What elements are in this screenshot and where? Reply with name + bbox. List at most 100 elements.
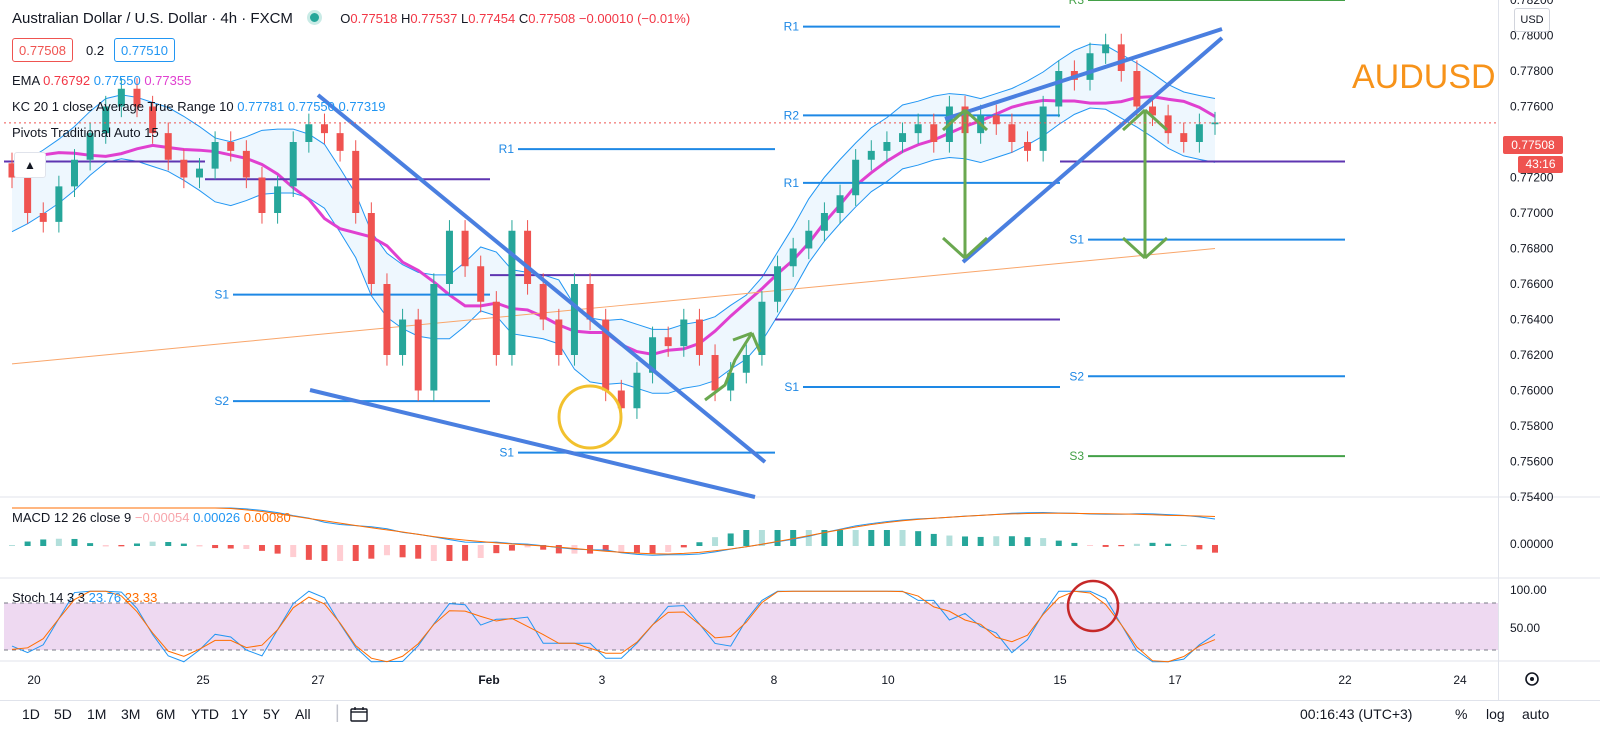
trend-line: [944, 27, 1223, 121]
bar-countdown-label: 43:16: [1518, 156, 1563, 173]
range-1d[interactable]: 1D: [22, 706, 40, 722]
candle-body: [789, 248, 797, 267]
candle-body: [430, 284, 438, 391]
last-price-label: 0.77508: [1503, 136, 1563, 154]
candle-body: [102, 106, 110, 134]
candle-body: [445, 230, 453, 284]
kc-lower-line: [11, 107, 1216, 394]
pivot-label: S3: [1069, 449, 1084, 463]
macd-label: MACD 12 26 close 9: [12, 510, 132, 525]
y-tick-label: 0.75400: [1510, 490, 1554, 504]
candle-body: [477, 266, 485, 302]
y-tick-label: 0.75800: [1510, 419, 1554, 433]
ema-value-1: 0.76792: [43, 73, 91, 88]
candle-body: [555, 319, 563, 355]
symbol-title[interactable]: Australian Dollar / U.S. Dollar · 4h · F…: [12, 10, 293, 27]
range-all[interactable]: All: [295, 706, 311, 722]
macd-histogram-bar: [977, 536, 984, 546]
clock-time[interactable]: 00:16:43 (UTC+3): [1300, 706, 1413, 722]
pivot-label: S1: [499, 446, 514, 460]
kc-band: [12, 44, 1215, 394]
calendar-range-icon[interactable]: [350, 706, 368, 725]
stoch-band: [4, 603, 1498, 650]
candle-body: [24, 177, 32, 213]
y-tick-label: 0.78200: [1510, 0, 1554, 7]
macd-histogram-bar: [1212, 545, 1218, 553]
open-value: 0.77518: [350, 11, 398, 26]
range-6m[interactable]: 6M: [156, 706, 176, 722]
range-5y[interactable]: 5Y: [263, 706, 281, 722]
macd-histogram-bar: [680, 545, 687, 548]
percent-scale-toggle[interactable]: %: [1455, 706, 1468, 722]
macd-histogram-bar: [758, 530, 765, 546]
range-5d[interactable]: 5D: [54, 706, 72, 722]
candle-body: [820, 213, 828, 231]
macd-histogram-bar: [868, 530, 875, 546]
macd-histogram-bar: [133, 543, 140, 546]
range-ytd[interactable]: YTD: [191, 706, 219, 722]
up-arrow-head: [941, 108, 967, 132]
auto-scale-toggle[interactable]: auto: [1522, 706, 1550, 722]
candle-body: [133, 88, 141, 107]
candle-body: [524, 230, 532, 284]
ema-value-2: 0.77550: [93, 73, 141, 88]
buy-price-box[interactable]: 0.77510: [114, 38, 175, 62]
macd-histogram-bar: [337, 545, 344, 561]
candle-body: [383, 284, 391, 355]
close-label: C: [518, 11, 529, 26]
macd-legend[interactable]: MACD 12 26 close 9 −0.00054 0.00026 0.00…: [12, 510, 291, 525]
x-tick-label: 10: [881, 673, 895, 687]
range-1m[interactable]: 1M: [87, 706, 107, 722]
x-tick-label: 17: [1168, 673, 1182, 687]
stoch-d-value: 23.33: [124, 590, 158, 605]
candle-body: [320, 124, 328, 134]
ema-legend[interactable]: EMA 0.76792 0.77550 0.77355: [12, 73, 191, 88]
candle-body: [617, 390, 625, 409]
up-arrow-head: [963, 108, 989, 132]
candle-body: [164, 133, 172, 160]
macd-histogram-bar: [258, 545, 265, 551]
macd-histogram-bar: [852, 530, 859, 546]
kc-legend[interactable]: KC 20 1 close Average True Range 10 0.77…: [12, 99, 386, 114]
y-tick-label: 0.77800: [1510, 64, 1554, 78]
range-3m[interactable]: 3M: [121, 706, 141, 722]
bottom-toolbar: [0, 700, 1600, 753]
log-scale-toggle[interactable]: log: [1486, 706, 1505, 722]
candle-body: [1149, 106, 1157, 116]
price-chart[interactable]: 0.782000.780000.778000.776000.774000.772…: [0, 0, 1600, 700]
candle-body: [1180, 133, 1188, 142]
currency-button[interactable]: USD: [1514, 8, 1550, 32]
macd-histogram-bar: [1149, 542, 1156, 546]
sell-price-box[interactable]: 0.77508: [12, 38, 73, 62]
stoch-legend[interactable]: Stoch 14 3 3 23.76 23.33: [12, 590, 157, 605]
candle-body: [117, 88, 125, 107]
y-tick-label: 0.76800: [1510, 242, 1554, 256]
macd-histogram-bar: [1118, 545, 1125, 547]
ema-slow-line: [11, 248, 1216, 365]
collapse-legend-button[interactable]: ▲: [14, 152, 46, 178]
candle-body: [336, 133, 344, 151]
pivots-legend[interactable]: Pivots Traditional Auto 15: [12, 125, 159, 140]
macd-histogram-bar: [9, 545, 15, 546]
macd-histogram-bar: [180, 543, 187, 546]
macd-histogram-bar: [383, 545, 390, 556]
macd-histogram-bar: [633, 545, 640, 553]
candle-body: [570, 284, 578, 355]
range-1y[interactable]: 1Y: [231, 706, 249, 722]
y-tick-label: 0.76000: [1510, 384, 1554, 398]
macd-histogram-bar: [1040, 538, 1047, 546]
candle-body: [758, 301, 766, 355]
candle-body: [649, 337, 657, 373]
candle-body: [1008, 124, 1016, 142]
macd-histogram-bar: [743, 530, 750, 546]
stoch-label: Stoch 14 3 3: [12, 590, 85, 605]
macd-histogram-bar: [227, 545, 234, 549]
candle-body: [86, 133, 94, 160]
candle-body: [992, 115, 1000, 125]
stoch-tick-label: 100.00: [1510, 583, 1547, 597]
macd-value-1: −0.00054: [134, 510, 190, 525]
highlight-circle: [557, 384, 623, 450]
candle-body: [399, 319, 407, 355]
candle-body: [711, 355, 719, 391]
macd-histogram-bar: [1180, 544, 1187, 546]
